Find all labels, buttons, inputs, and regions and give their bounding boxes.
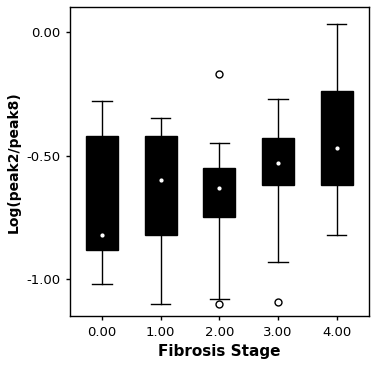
X-axis label: Fibrosis Stage: Fibrosis Stage — [158, 344, 280, 359]
Y-axis label: Log(peak2/peak8): Log(peak2/peak8) — [7, 91, 21, 232]
FancyBboxPatch shape — [86, 136, 118, 250]
FancyBboxPatch shape — [144, 136, 177, 235]
FancyBboxPatch shape — [203, 168, 235, 217]
FancyBboxPatch shape — [262, 138, 294, 185]
FancyBboxPatch shape — [321, 91, 353, 185]
